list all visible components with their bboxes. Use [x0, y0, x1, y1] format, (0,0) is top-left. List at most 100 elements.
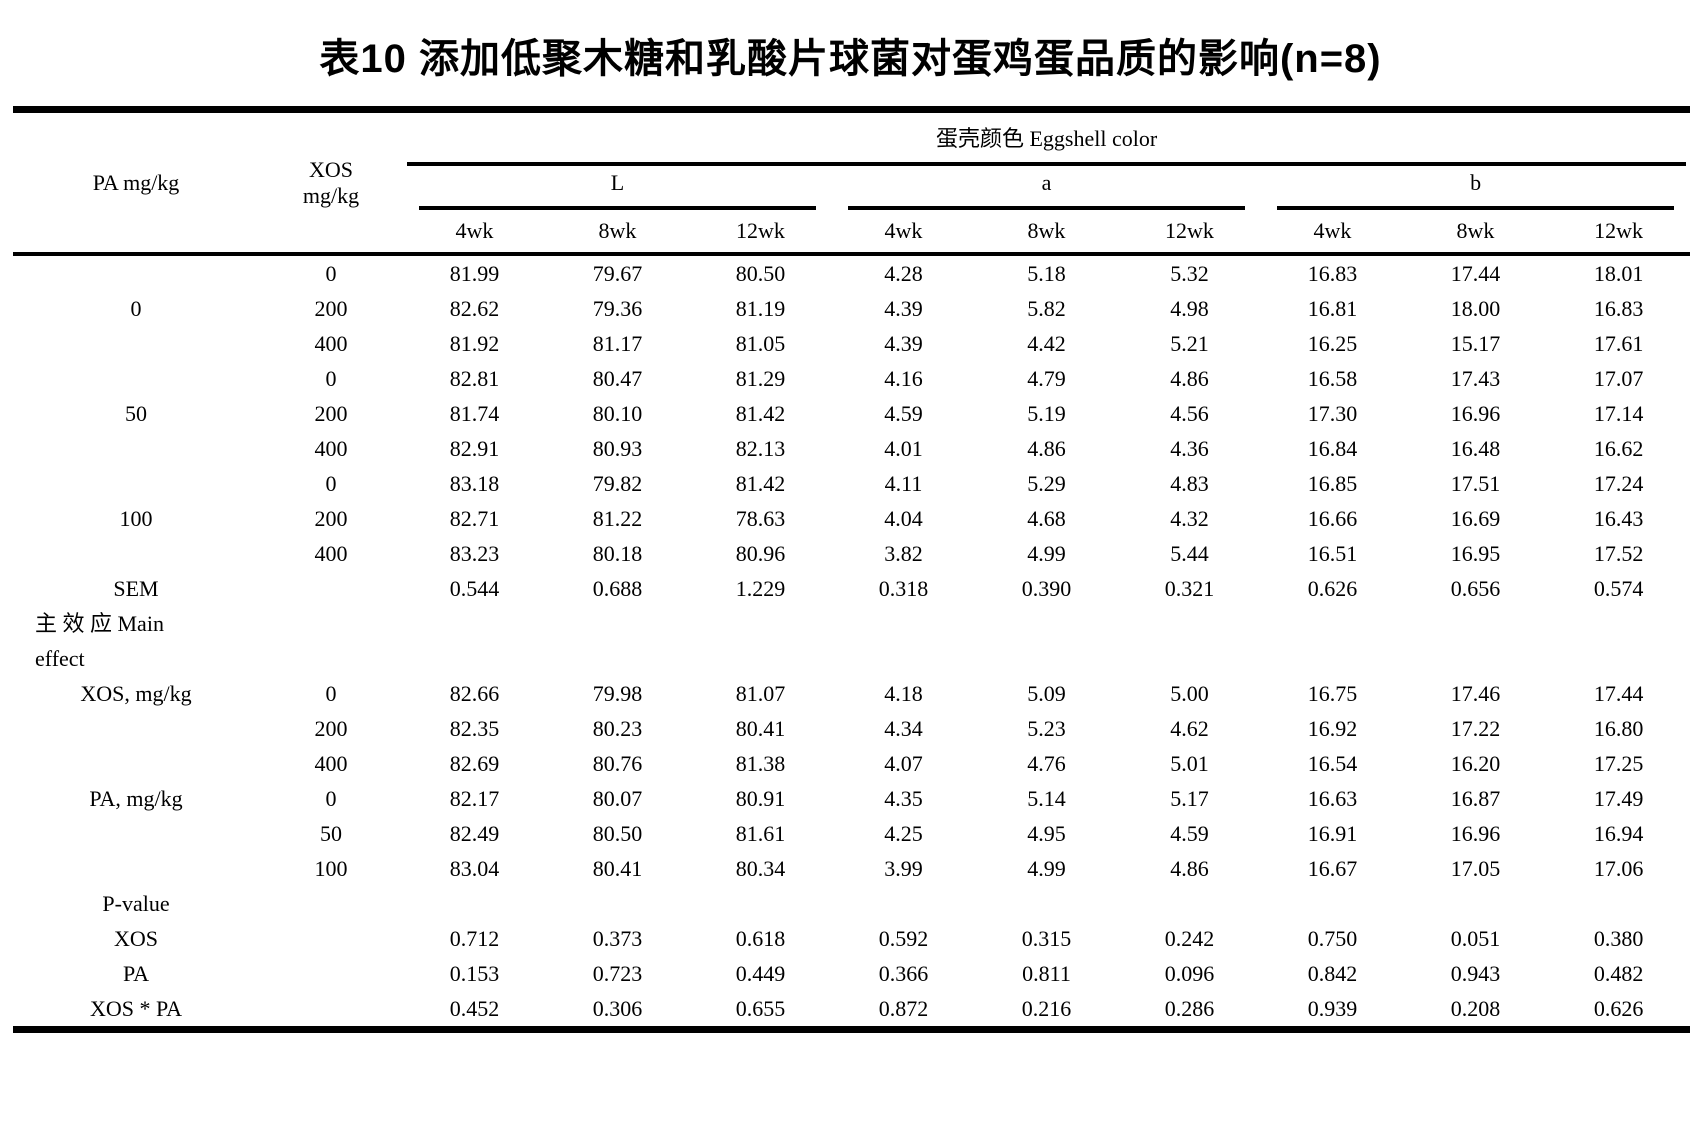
value-a-4wk: 4.11 [884, 470, 923, 496]
value-L-4wk: 81.99 [449, 260, 500, 286]
value-a-8wk: 5.18 [1027, 260, 1066, 286]
value-b-4wk: 16.51 [1307, 540, 1358, 566]
value-a-4wk: 0.872 [878, 995, 929, 1021]
table-row: 主 效 应 Main effect [13, 606, 1690, 676]
value-a-4wk: 4.28 [884, 260, 923, 286]
xos-level-cell: 50 [320, 820, 342, 846]
value-L-12wk: 0.655 [735, 995, 786, 1021]
value-b-12wk: 0.626 [1593, 995, 1644, 1021]
value-L-8wk: 80.18 [592, 540, 643, 566]
value-a-4wk: 4.18 [884, 680, 923, 706]
xos-level-cell: 100 [314, 855, 348, 881]
value-a-8wk: 4.86 [1027, 435, 1066, 461]
value-b-12wk: 16.43 [1593, 505, 1644, 531]
value-b-4wk: 16.67 [1307, 855, 1358, 881]
value-b-8wk: 16.48 [1450, 435, 1501, 461]
value-a-8wk: 0.390 [1021, 575, 1072, 601]
table-row: 100 83.04 80.41 80.34 3.99 4.99 4.86 16.67 17.05… [13, 851, 1690, 886]
value-a-8wk: 5.82 [1027, 295, 1066, 321]
value-b-12wk: 0.574 [1593, 575, 1644, 601]
row-label-cell [13, 816, 259, 851]
value-b-12wk: 16.83 [1593, 295, 1644, 321]
xos-level-cell: 200 [314, 715, 348, 741]
value-a-12wk: 4.86 [1170, 365, 1209, 391]
b-spanner: b [1277, 166, 1675, 210]
value-L-4wk: 0.452 [449, 995, 500, 1021]
value-b-12wk: 17.06 [1593, 855, 1644, 881]
value-L-12wk: 0.449 [735, 960, 786, 986]
table-row: 400 81.92 81.17 81.05 4.39 4.42 5.21 16.25 15.17… [13, 326, 1690, 361]
value-L-12wk: 82.13 [735, 435, 786, 461]
value-L-8wk [546, 886, 689, 921]
row-label-cell [13, 466, 259, 501]
table-row: PA 0.153 0.723 0.449 0.366 0.811 0.096 0.842 0.9… [13, 956, 1690, 991]
value-b-4wk: 16.92 [1307, 715, 1358, 741]
value-L-12wk: 81.19 [735, 295, 786, 321]
table-row: XOS 0.712 0.373 0.618 0.592 0.315 0.242 0.750 0.… [13, 921, 1690, 956]
value-L-4wk: 0.712 [449, 925, 500, 951]
col-header-L: L [403, 166, 832, 210]
results-table: PA mg/kg XOS mg/kg 蛋壳颜色 Eggshell color L… [13, 106, 1691, 1033]
row-label-cell [13, 254, 259, 291]
value-b-12wk: 17.52 [1593, 540, 1644, 566]
table-row: SEM 0.544 0.688 1.229 0.318 0.390 0.321 0.626 0.… [13, 571, 1690, 606]
value-L-12wk: 80.50 [735, 260, 786, 286]
xos-level-cell: 200 [314, 400, 348, 426]
value-L-8wk: 79.67 [592, 260, 643, 286]
value-L-12wk: 81.05 [735, 330, 786, 356]
row-label-cell [13, 711, 259, 746]
value-a-12wk: 5.21 [1170, 330, 1209, 356]
value-a-8wk: 0.216 [1021, 995, 1072, 1021]
value-a-8wk: 4.99 [1027, 855, 1066, 881]
row-label-cell: PA [122, 960, 150, 986]
value-L-12wk: 81.29 [735, 365, 786, 391]
value-b-4wk: 16.84 [1307, 435, 1358, 461]
value-L-8wk: 80.10 [592, 400, 643, 426]
table-row: 0 200 82.62 79.36 81.19 4.39 5.82 4.98 16.81 18.0… [13, 291, 1690, 326]
value-a-4wk: 4.16 [884, 365, 923, 391]
row-label-cell: XOS, mg/kg [80, 680, 192, 706]
value-a-8wk: 5.14 [1027, 785, 1066, 811]
row-label-cell: PA, mg/kg [89, 785, 183, 811]
value-L-4wk: 82.69 [449, 750, 500, 776]
value-b-8wk: 16.69 [1450, 505, 1501, 531]
value-a-4wk [832, 886, 975, 921]
value-b-4wk: 0.626 [1307, 575, 1358, 601]
value-a-4wk: 0.318 [878, 575, 929, 601]
xos-level-cell: 0 [325, 365, 337, 391]
xos-level-cell: 0 [325, 785, 337, 811]
value-L-8wk: 80.76 [592, 750, 643, 776]
value-L-12wk: 81.42 [735, 400, 786, 426]
week-header-L-8wk: 8wk [598, 218, 637, 243]
value-b-8wk: 16.95 [1450, 540, 1501, 566]
value-b-8wk: 17.44 [1450, 260, 1501, 286]
value-a-8wk: 4.95 [1027, 820, 1066, 846]
value-b-4wk [1261, 886, 1404, 921]
value-L-8wk: 81.22 [592, 505, 643, 531]
xos-level-cell [259, 886, 403, 921]
value-a-12wk: 5.44 [1170, 540, 1209, 566]
xos-level-cell: 400 [314, 330, 348, 356]
col-header-xos: XOS mg/kg [259, 110, 403, 255]
value-a-8wk: 4.68 [1027, 505, 1066, 531]
value-b-8wk: 16.20 [1450, 750, 1501, 776]
value-L-8wk: 80.07 [592, 785, 643, 811]
xos-level-cell [259, 921, 403, 956]
value-b-12wk: 17.25 [1593, 750, 1644, 776]
value-b-12wk: 17.24 [1593, 470, 1644, 496]
value-b-12wk: 18.01 [1593, 260, 1644, 286]
value-a-4wk: 3.99 [884, 855, 923, 881]
week-header-a-8wk: 8wk [1027, 218, 1066, 243]
value-b-8wk: 0.051 [1450, 925, 1501, 951]
row-label-cell: 100 [119, 505, 153, 531]
value-L-4wk: 83.04 [449, 855, 500, 881]
value-a-12wk: 4.36 [1170, 435, 1209, 461]
value-L-8wk: 80.93 [592, 435, 643, 461]
table-row: 0 82.81 80.47 81.29 4.16 4.79 4.86 16.58 17.43 17… [13, 361, 1690, 396]
value-a-8wk: 0.811 [1022, 960, 1071, 986]
value-L-8wk: 80.41 [592, 855, 643, 881]
value-L-8wk: 79.98 [592, 680, 643, 706]
value-b-8wk: 16.96 [1450, 820, 1501, 846]
value-b-12wk: 17.49 [1593, 785, 1644, 811]
value-b-4wk: 16.85 [1307, 470, 1358, 496]
